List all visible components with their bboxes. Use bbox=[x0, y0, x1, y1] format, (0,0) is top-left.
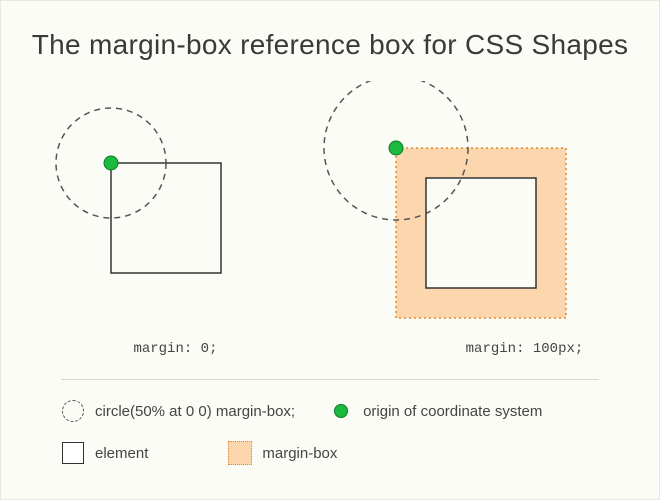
right-element-box bbox=[426, 178, 536, 288]
right-group bbox=[324, 81, 566, 318]
legend-row-1: circle(50% at 0 0) margin-box; origin of… bbox=[61, 399, 599, 423]
right-origin-dot bbox=[389, 141, 403, 155]
marginbox-icon bbox=[228, 441, 252, 465]
left-origin-dot bbox=[104, 156, 118, 170]
right-caption: margin: 100px; bbox=[330, 341, 659, 357]
legend-marginbox-label: margin-box bbox=[262, 445, 337, 462]
diagram-stage bbox=[1, 81, 659, 331]
legend-item-circle: circle(50% at 0 0) margin-box; bbox=[61, 399, 295, 423]
captions-row: margin: 0; margin: 100px; bbox=[1, 341, 659, 357]
legend-item-element: element bbox=[61, 441, 148, 465]
legend-circle-label: circle(50% at 0 0) margin-box; bbox=[95, 403, 295, 420]
legend-item-marginbox: margin-box bbox=[228, 441, 337, 465]
legend-row-2: element margin-box bbox=[61, 441, 599, 465]
left-group bbox=[56, 108, 221, 273]
left-caption: margin: 0; bbox=[1, 341, 330, 357]
left-element-box bbox=[111, 163, 221, 273]
legend-element-label: element bbox=[95, 445, 148, 462]
legend-origin-label: origin of coordinate system bbox=[363, 403, 542, 420]
element-box-icon bbox=[61, 441, 85, 465]
legend-divider bbox=[61, 379, 599, 380]
legend-item-origin: origin of coordinate system bbox=[329, 399, 542, 423]
page-title: The margin-box reference box for CSS Sha… bbox=[1, 1, 659, 61]
origin-dot-icon bbox=[329, 399, 353, 423]
dashed-circle-icon bbox=[61, 399, 85, 423]
diagram-svg bbox=[1, 81, 660, 331]
legend: circle(50% at 0 0) margin-box; origin of… bbox=[61, 399, 599, 483]
